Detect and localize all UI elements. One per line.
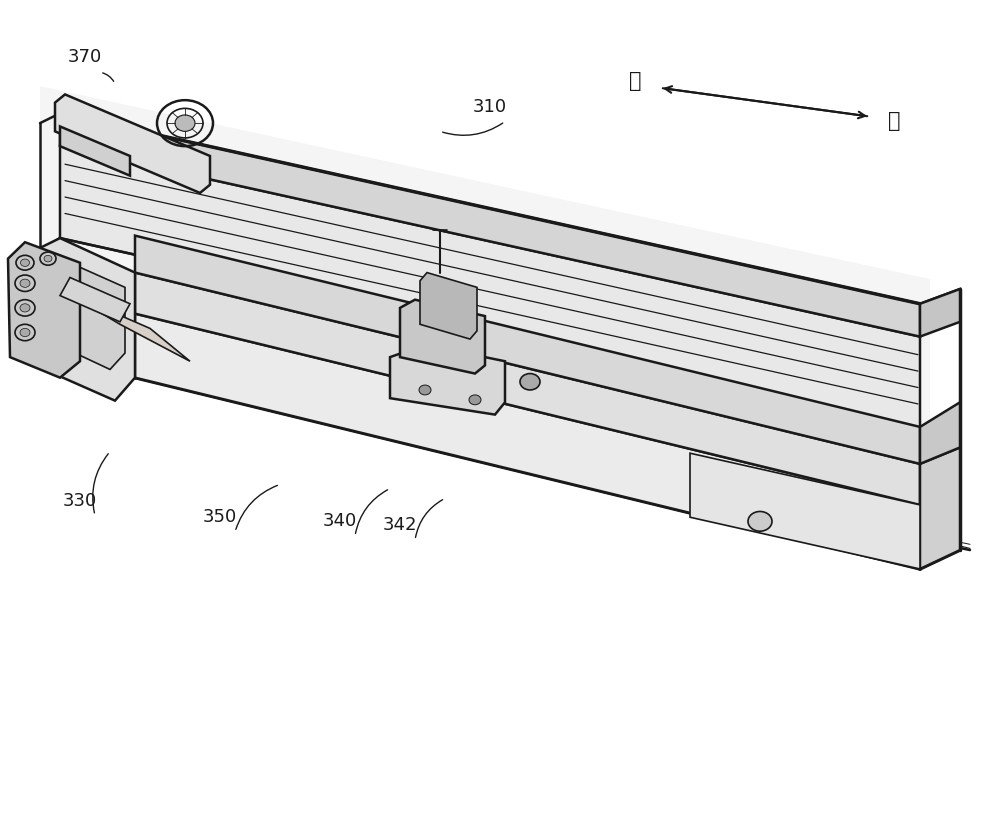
Circle shape: [20, 328, 30, 337]
Circle shape: [44, 255, 52, 262]
Polygon shape: [920, 447, 960, 569]
Polygon shape: [400, 300, 485, 374]
Circle shape: [20, 259, 30, 266]
Polygon shape: [60, 113, 920, 337]
Polygon shape: [420, 273, 477, 339]
Polygon shape: [690, 453, 920, 569]
Text: 340: 340: [323, 512, 357, 530]
Circle shape: [520, 374, 540, 390]
Text: 310: 310: [473, 98, 507, 116]
Polygon shape: [920, 402, 960, 464]
Polygon shape: [920, 289, 960, 337]
Polygon shape: [60, 126, 130, 176]
Circle shape: [748, 511, 772, 531]
Text: 前: 前: [630, 71, 642, 91]
Polygon shape: [135, 273, 920, 505]
Polygon shape: [55, 94, 210, 193]
Circle shape: [20, 304, 30, 312]
Text: 342: 342: [383, 516, 417, 534]
Polygon shape: [40, 256, 125, 369]
Polygon shape: [65, 291, 190, 361]
Polygon shape: [135, 236, 920, 464]
Text: 后: 后: [888, 111, 900, 131]
Polygon shape: [390, 345, 505, 415]
Text: 350: 350: [203, 508, 237, 526]
Circle shape: [419, 385, 431, 395]
Polygon shape: [35, 238, 135, 401]
Polygon shape: [60, 146, 920, 429]
Text: 370: 370: [68, 48, 102, 67]
Circle shape: [469, 395, 481, 405]
Circle shape: [175, 115, 195, 131]
Polygon shape: [40, 86, 930, 530]
Polygon shape: [135, 314, 920, 569]
Text: 330: 330: [63, 492, 97, 510]
Circle shape: [20, 279, 30, 287]
Polygon shape: [60, 277, 130, 322]
Polygon shape: [8, 242, 80, 378]
